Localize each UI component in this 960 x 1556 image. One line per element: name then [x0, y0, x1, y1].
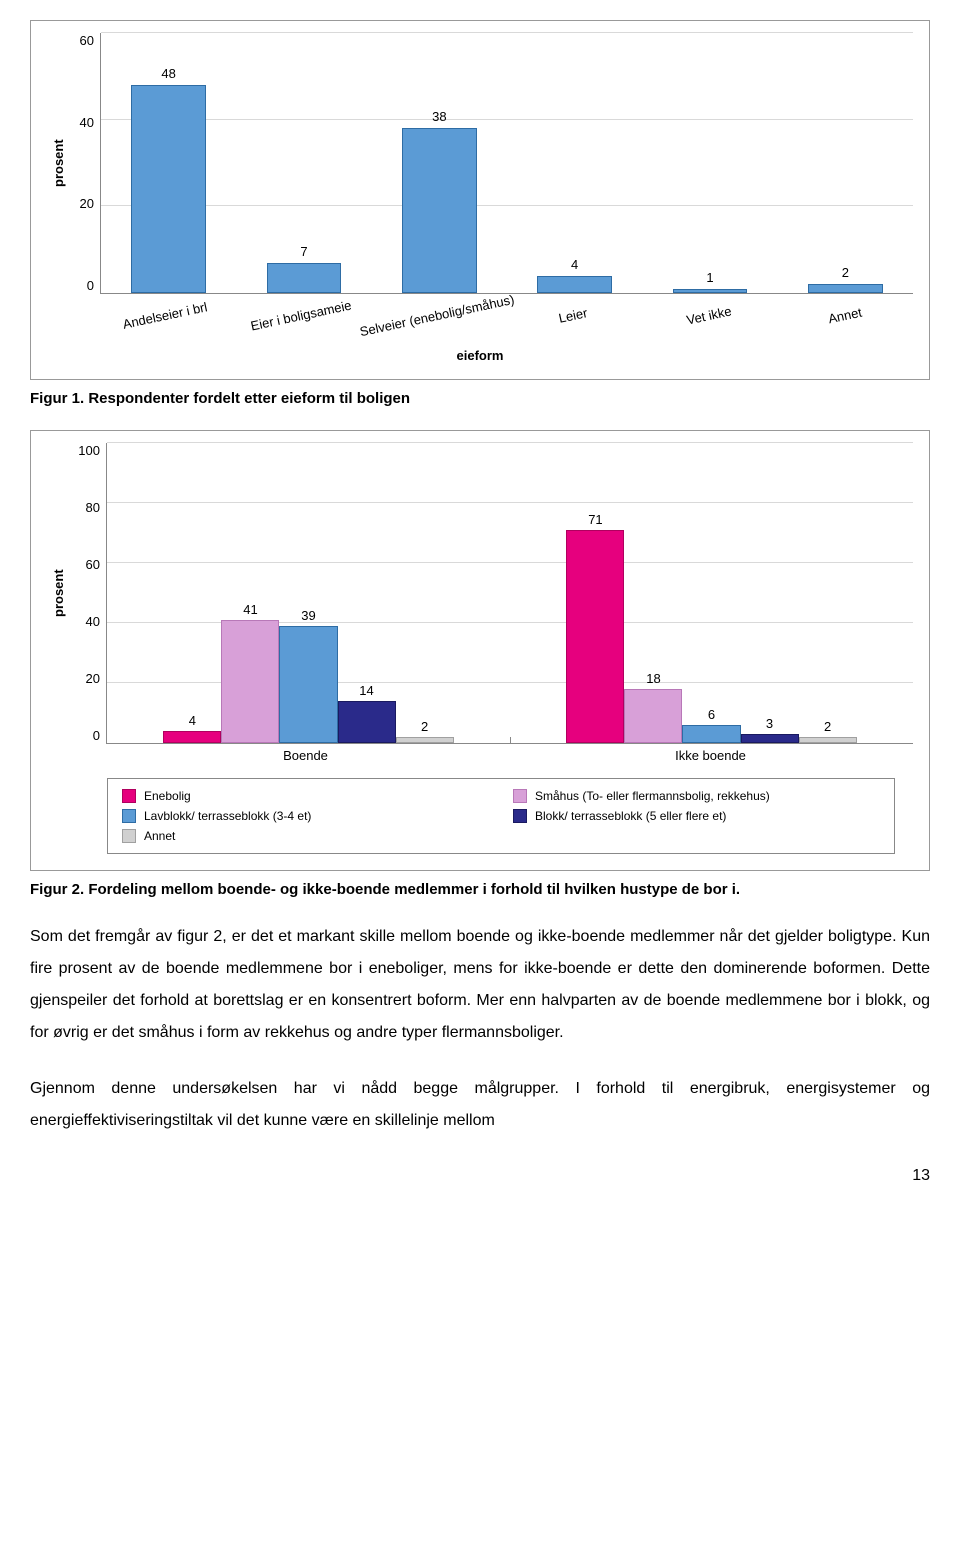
- chart1-bar-value: 2: [842, 265, 849, 280]
- chart1-bar: [808, 284, 882, 293]
- chart1-ytick: 20: [66, 196, 94, 211]
- chart2-bar-value: 3: [766, 716, 773, 731]
- paragraph-2: Gjennom denne undersøkelsen har vi nådd …: [30, 1073, 930, 1137]
- chart2-legend-item: Enebolig: [122, 789, 489, 803]
- legend-label: Blokk/ terrasseblokk (5 eller flere et): [535, 809, 726, 823]
- chart1-xcategory: Leier: [557, 305, 588, 326]
- chart1-gridline: [101, 32, 913, 33]
- legend-label: Enebolig: [144, 789, 191, 803]
- chart2-bar: [221, 620, 279, 743]
- chart2-gridline: [107, 502, 913, 503]
- chart1-yaxis: 60 40 20 0: [66, 33, 100, 293]
- chart2-bar-value: 6: [708, 707, 715, 722]
- chart2-container: prosent 100 80 60 40 20 0 4 41 39 14 2 71 18 6 3 2 Boe…: [30, 430, 930, 871]
- chart2-bar: [163, 731, 221, 743]
- chart1-plot: 48 7 38 4 1 2: [100, 33, 913, 294]
- legend-label: Småhus (To- eller flermannsbolig, rekkeh…: [535, 789, 770, 803]
- chart1-bar-value: 38: [432, 109, 446, 124]
- chart1-bar: [267, 263, 341, 293]
- chart1-xcategory: Andelseier i brl: [121, 299, 208, 332]
- legend-label: Lavblokk/ terrasseblokk (3-4 et): [144, 809, 311, 823]
- chart1-ylabel: prosent: [47, 33, 66, 294]
- chart2-legend-item: Småhus (To- eller flermannsbolig, rekkeh…: [513, 789, 880, 803]
- chart2-bar: [682, 725, 740, 743]
- chart1-xcategory: Eier i boligsameie: [249, 297, 352, 333]
- chart2-bar-value: 18: [646, 671, 660, 686]
- chart2-bar-value: 14: [359, 683, 373, 698]
- chart2-bar-value: 4: [189, 713, 196, 728]
- legend-label: Annet: [144, 829, 175, 843]
- chart1-bar-value: 1: [706, 270, 713, 285]
- chart2-bar-value: 39: [301, 608, 315, 623]
- chart1-container: prosent 60 40 20 0 48 7 38 4 1 2 Andelseier i br…: [30, 20, 930, 380]
- chart2-ytick: 20: [66, 671, 100, 686]
- chart1-xaxis: Andelseier i brl Eier i boligsameieSelvei…: [97, 294, 913, 342]
- chart1-xcategory: Annet: [827, 305, 863, 327]
- chart1-bar-value: 4: [571, 257, 578, 272]
- chart2-ytick: 40: [66, 614, 100, 629]
- chart2-ytick: 100: [66, 443, 100, 458]
- chart1-ytick: 0: [66, 278, 94, 293]
- chart2-bar: [279, 626, 337, 743]
- chart2-group-divider: [510, 737, 511, 743]
- chart1-xcategory: Selveier (enebolig/småhus): [358, 292, 515, 339]
- chart2-bar: [799, 737, 857, 743]
- chart2-bar: [566, 530, 624, 743]
- chart2-bar: [338, 701, 396, 743]
- chart1-ytick: 40: [66, 115, 94, 130]
- chart2-gridline: [107, 562, 913, 563]
- chart1-gridline: [101, 205, 913, 206]
- chart2-legend-item: Blokk/ terrasseblokk (5 eller flere et): [513, 809, 880, 823]
- chart2-bar-value: 2: [421, 719, 428, 734]
- chart1-bar: [131, 85, 205, 293]
- chart1-bar: [673, 289, 747, 293]
- chart2-legend-item: Annet: [122, 829, 489, 843]
- chart1-ytick: 60: [66, 33, 94, 48]
- page-number: 13: [30, 1167, 930, 1185]
- chart2-xcategory: Ikke boende: [675, 748, 746, 763]
- chart2-legend-item: Lavblokk/ terrasseblokk (3-4 et): [122, 809, 489, 823]
- legend-swatch: [122, 829, 136, 843]
- chart2-ylabel: prosent: [47, 443, 66, 744]
- chart2-bar-value: 2: [824, 719, 831, 734]
- chart2-ytick: 60: [66, 557, 100, 572]
- chart2-yaxis: 100 80 60 40 20 0: [66, 443, 106, 743]
- chart2-xaxis: Boende Ikke boende: [103, 744, 913, 766]
- chart2-bar: [624, 689, 682, 743]
- chart1-bar-value: 7: [300, 244, 307, 259]
- legend-swatch: [122, 809, 136, 823]
- chart2-gridline: [107, 442, 913, 443]
- chart2-legend: Enebolig Småhus (To- eller flermannsbolig…: [107, 778, 895, 854]
- figure1-caption: Figur 1. Respondenter fordelt etter eief…: [30, 388, 930, 410]
- chart2-bar: [396, 737, 454, 743]
- chart2-bar-value: 71: [588, 512, 602, 527]
- chart2-bar: [741, 734, 799, 743]
- figure2-caption: Figur 2. Fordeling mellom boende- og ikk…: [30, 879, 930, 901]
- chart2-xcategory: Boende: [283, 748, 328, 763]
- chart2-plot: 4 41 39 14 2 71 18 6 3 2: [106, 443, 913, 744]
- chart2-ytick: 0: [66, 728, 100, 743]
- chart1-xcategory: Vet ikke: [685, 303, 733, 327]
- chart1-bar-value: 48: [161, 66, 175, 81]
- legend-swatch: [513, 789, 527, 803]
- chart1-bar: [537, 276, 611, 293]
- chart1-bar: [402, 128, 476, 293]
- chart2-bar-value: 41: [243, 602, 257, 617]
- legend-swatch: [122, 789, 136, 803]
- chart1-xaxis-label: eieform: [47, 348, 913, 363]
- chart1-gridline: [101, 119, 913, 120]
- legend-swatch: [513, 809, 527, 823]
- chart2-ytick: 80: [66, 500, 100, 515]
- paragraph-1: Som det fremgår av figur 2, er det et ma…: [30, 921, 930, 1049]
